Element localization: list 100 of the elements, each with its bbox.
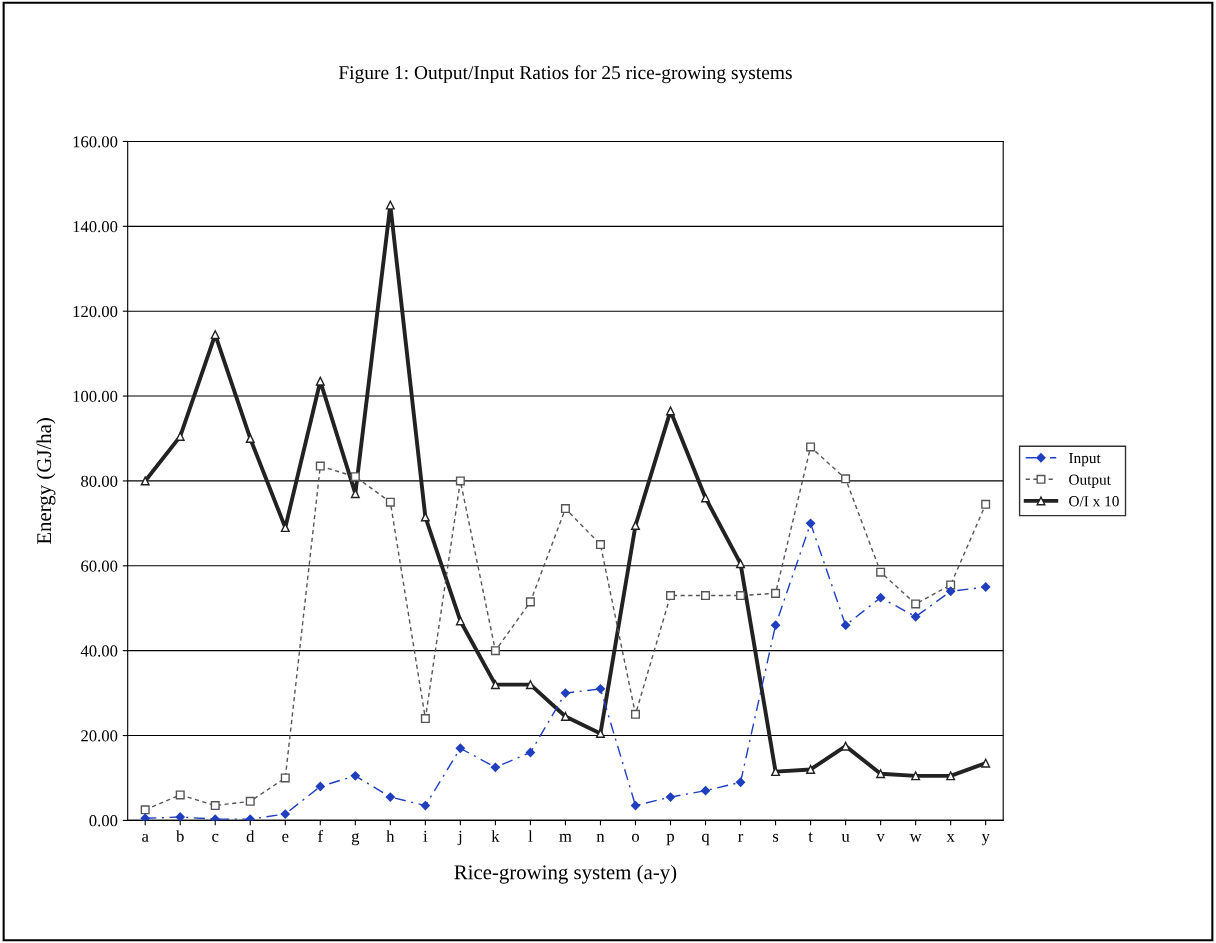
point <box>665 406 676 416</box>
point <box>876 769 886 779</box>
point <box>981 582 991 592</box>
point <box>911 771 921 781</box>
point <box>525 680 535 690</box>
point <box>630 709 640 719</box>
point <box>385 200 395 210</box>
x-tick-label: l <box>528 830 533 842</box>
point <box>911 599 921 609</box>
point <box>840 620 851 630</box>
point <box>210 801 220 811</box>
chart-title: Figure 1: Output/Input Ratios for 25 rice-growing systems <box>338 65 792 84</box>
point <box>911 612 921 622</box>
x-tick-label: w <box>909 834 922 842</box>
point <box>385 792 395 802</box>
x-tick-label: v <box>876 834 885 842</box>
point <box>560 503 570 514</box>
point <box>315 781 325 792</box>
x-tick-label: e <box>282 833 289 842</box>
point <box>806 442 816 452</box>
point <box>735 777 746 787</box>
point <box>420 714 430 724</box>
point <box>245 814 255 821</box>
x-tick-label: i <box>423 830 428 842</box>
point <box>140 805 150 815</box>
point <box>946 586 956 596</box>
x-tick-label: b <box>176 830 184 842</box>
point <box>280 773 290 783</box>
point <box>420 800 430 811</box>
x-tick-label: k <box>491 830 500 842</box>
x-tick-label: s <box>773 833 779 842</box>
y-tick-label: 120.00 <box>73 305 118 318</box>
x-tick-label: r <box>738 833 744 842</box>
point <box>981 758 991 768</box>
point <box>140 476 150 486</box>
y-tick-label: 0.00 <box>89 815 118 827</box>
point <box>595 728 605 738</box>
x-tick-label: d <box>246 830 255 842</box>
x-tick-label: n <box>596 833 605 842</box>
point <box>876 593 886 603</box>
point <box>350 771 360 781</box>
legend-label: Input <box>1069 453 1101 467</box>
legend-label: Output <box>1069 474 1111 488</box>
x-tick-label: o <box>631 833 640 842</box>
point <box>771 588 781 598</box>
x-tick-label: f <box>318 829 324 842</box>
x-tick-label: g <box>351 833 360 846</box>
point <box>525 747 536 758</box>
point <box>700 786 711 796</box>
point <box>350 472 360 482</box>
point <box>175 431 185 441</box>
y-axis-title: Energy (GJ/ha) <box>36 418 56 545</box>
legend-label: O/I x 10 <box>1069 496 1119 507</box>
point <box>280 809 290 819</box>
point <box>805 518 816 528</box>
point <box>771 767 781 777</box>
point <box>595 684 606 694</box>
point <box>175 812 185 821</box>
point <box>525 597 535 607</box>
y-tick-label: 160.00 <box>73 136 118 148</box>
point <box>560 711 570 721</box>
point <box>315 376 325 386</box>
point <box>455 743 466 753</box>
point <box>140 813 150 821</box>
point <box>770 620 781 630</box>
point <box>210 330 220 340</box>
x-tick-label: m <box>559 833 572 842</box>
point <box>736 559 746 569</box>
y-tick-label: 140.00 <box>73 221 118 233</box>
x-tick-label: h <box>386 830 395 842</box>
point <box>455 476 465 486</box>
y-tick-label: 20.00 <box>81 730 118 742</box>
x-tick-label: c <box>212 833 219 842</box>
point <box>210 814 220 821</box>
point <box>701 590 711 601</box>
point <box>490 646 500 656</box>
point <box>946 580 956 590</box>
point <box>665 792 676 802</box>
x-tick-label: j <box>457 830 462 846</box>
point <box>315 461 325 471</box>
point <box>245 433 255 444</box>
point <box>841 474 851 484</box>
point <box>175 790 185 800</box>
x-tick-label: p <box>666 833 675 846</box>
point <box>490 680 500 690</box>
point <box>981 499 991 509</box>
point <box>946 771 956 781</box>
point <box>560 688 571 698</box>
x-tick-label: y <box>981 834 990 846</box>
point <box>701 493 711 503</box>
point <box>806 764 816 775</box>
x-tick-label: u <box>841 834 850 842</box>
point <box>595 540 605 550</box>
x-tick-label: a <box>142 833 149 842</box>
y-tick-label: 40.00 <box>80 645 118 657</box>
point <box>385 497 395 507</box>
y-tick-label: 100.00 <box>73 390 118 403</box>
point <box>630 520 640 531</box>
point <box>736 590 746 601</box>
point <box>876 567 886 577</box>
